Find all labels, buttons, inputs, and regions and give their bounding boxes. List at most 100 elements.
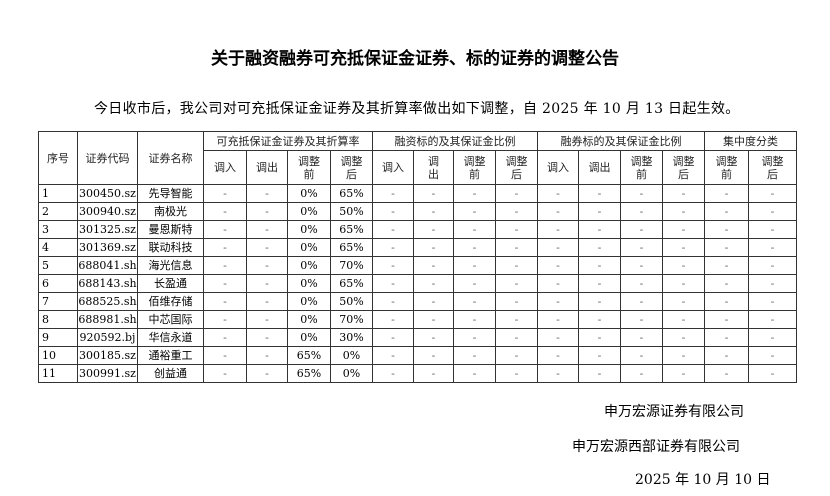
subheader-in: 调入 [372,150,414,185]
cell-value: - [662,202,705,221]
cell-value: - [578,346,621,365]
cell-value: - [453,310,496,329]
cell-value: - [372,238,414,257]
signature-company-2: 申万宏源西部证券有限公司 [572,439,740,455]
cell-value: - [704,220,749,239]
cell-seq: 11 [38,364,78,383]
cell-value: 0% [287,292,331,311]
cell-seq: 7 [38,292,78,311]
adjustment-table: 序号 证券代码 证券名称 可充抵保证金证券及其折算率 融资标的及其保证金比例 融… [38,131,797,383]
cell-value: - [372,256,414,275]
cell-value: - [537,256,579,275]
cell-value: 70% [330,310,373,329]
cell-value: - [413,238,454,257]
cell-value: - [537,184,579,203]
cell-value: - [246,292,288,311]
cell-code: 920592.bj [77,328,138,347]
cell-value: - [413,328,454,347]
cell-value: 65% [330,184,373,203]
subheader-out: 调出 [413,150,454,185]
cell-seq: 8 [38,310,78,329]
cell-value: - [578,292,621,311]
cell-value: - [704,346,749,365]
cell-value: 0% [287,184,331,203]
cell-seq: 10 [38,346,78,365]
cell-value: - [537,364,579,383]
cell-value: - [620,292,663,311]
cell-value: 0% [287,202,331,221]
table-row: 1 300450.sz 先导智能 - -0% 65% - - - - - - - - - - [38,184,797,203]
cell-value: - [453,184,496,203]
subheader-after: 调整后 [330,150,373,185]
intro-text: 今日收市后，我公司对可充抵保证金证券及其折算率做出如下调整，自 2025 年 1… [94,101,740,117]
cell-seq: 1 [38,184,78,203]
cell-value: - [578,202,621,221]
cell-value: - [453,256,496,275]
cell-value: - [704,292,749,311]
cell-value: - [704,184,749,203]
subheader-before: 调整前 [620,150,663,185]
cell-code: 300940.sz [77,202,138,221]
cell-code: 301325.sz [77,220,138,239]
cell-value: - [203,238,247,257]
cell-value: - [578,274,621,293]
cell-value: - [203,184,247,203]
subheader-out: 调出 [578,150,621,185]
cell-value: - [578,220,621,239]
cell-value: - [203,346,247,365]
subheader-out: 调出 [246,150,288,185]
cell-seq: 6 [38,274,78,293]
cell-value: - [413,274,454,293]
cell-value: 0% [287,220,331,239]
cell-value: - [246,256,288,275]
table-row: 8 688981.sh 中芯国际 - -0% 70% - - - - - - - - - - [38,310,797,329]
cell-value: - [453,328,496,347]
cell-value: - [495,310,538,329]
cell-value: - [620,310,663,329]
cell-name: 先导智能 [137,184,204,203]
cell-value: - [578,256,621,275]
cell-name: 长盈通 [137,274,204,293]
cell-name: 佰维存储 [137,292,204,311]
cell-value: - [662,310,705,329]
cell-code: 688525.sh [77,292,138,311]
cell-value: - [203,328,247,347]
cell-value: - [748,364,797,383]
cell-value: - [453,202,496,221]
cell-value: - [372,328,414,347]
cell-seq: 5 [38,256,78,275]
cell-name: 通裕重工 [137,346,204,365]
cell-value: - [620,256,663,275]
cell-value: - [413,310,454,329]
cell-value: - [495,238,538,257]
cell-value: 50% [330,202,373,221]
cell-value: - [620,202,663,221]
cell-code: 688143.sh [77,274,138,293]
cell-value: - [537,274,579,293]
cell-value: 0% [287,256,331,275]
header-group-collateral: 可充抵保证金证券及其折算率 [203,131,373,151]
header-name: 证券名称 [137,131,204,185]
cell-value: - [662,328,705,347]
cell-name: 中芯国际 [137,310,204,329]
cell-value: - [662,364,705,383]
cell-value: - [662,220,705,239]
cell-code: 300991.sz [77,364,138,383]
header-group-short-selling: 融券标的及其保证金比例 [537,131,705,151]
cell-name: 华信永道 [137,328,204,347]
cell-value: - [203,364,247,383]
cell-value: - [662,238,705,257]
page-title: 关于融资融券可充抵保证金证券、标的证券的调整公告 [211,49,619,69]
cell-value: - [372,310,414,329]
subheader-before: 调整前 [287,150,331,185]
cell-value: - [203,310,247,329]
cell-value: - [495,184,538,203]
cell-value: 0% [287,238,331,257]
table-row: 7 688525.sh 佰维存储 - -0% 50% - - - - - - - - - - [38,292,797,311]
cell-value: - [495,292,538,311]
cell-value: - [372,184,414,203]
cell-value: - [748,202,797,221]
cell-code: 300185.sz [77,346,138,365]
cell-value: - [413,202,454,221]
cell-value: 30% [330,328,373,347]
